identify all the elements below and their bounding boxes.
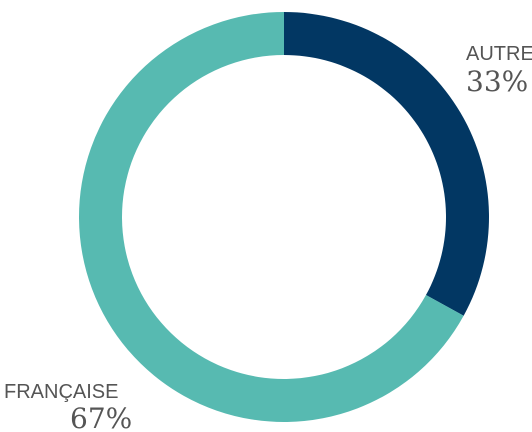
donut-slices	[79, 12, 489, 422]
slice-value-autre: 33%	[466, 65, 528, 98]
slice-label-autre: AUTRE	[466, 43, 532, 65]
donut-slice-autre	[284, 12, 489, 316]
slice-value-francaise: 67%	[70, 402, 132, 432]
slice-label-francaise: FRANÇAISE	[4, 381, 118, 403]
